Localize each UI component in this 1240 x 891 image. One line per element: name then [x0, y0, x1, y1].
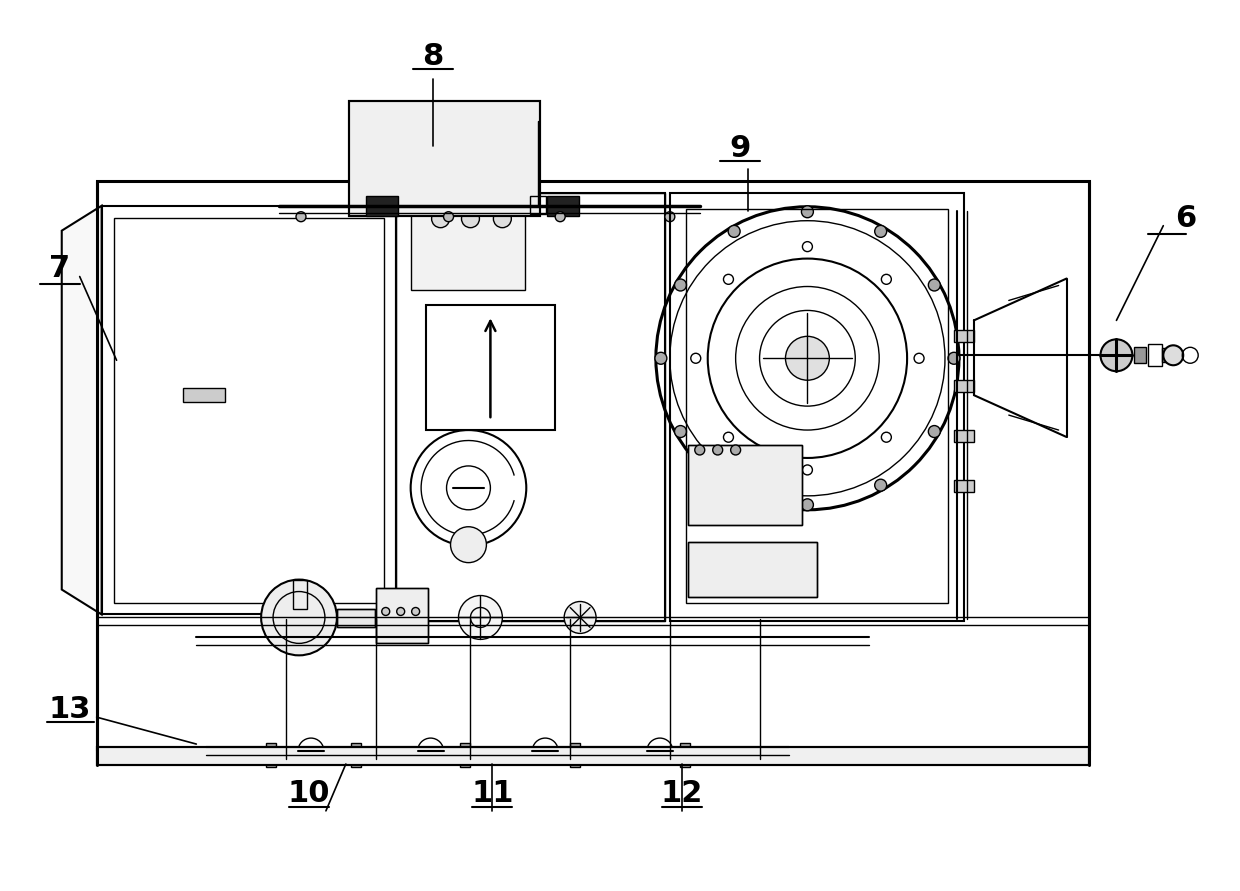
Bar: [97, 747, 1089, 765]
Circle shape: [874, 479, 887, 491]
Text: 12: 12: [661, 780, 703, 808]
Circle shape: [1100, 339, 1132, 372]
Text: 13: 13: [48, 695, 91, 723]
Bar: [396, 192, 665, 621]
Circle shape: [801, 206, 813, 217]
Bar: [267, 743, 277, 767]
Circle shape: [785, 336, 830, 380]
Bar: [396, 192, 665, 621]
Bar: [410, 211, 526, 290]
Bar: [114, 217, 383, 602]
Bar: [337, 609, 374, 627]
Bar: [680, 743, 689, 767]
Bar: [688, 542, 817, 597]
Circle shape: [556, 212, 565, 222]
Bar: [102, 206, 396, 615]
Circle shape: [675, 426, 687, 437]
Bar: [184, 388, 226, 402]
Circle shape: [418, 738, 444, 764]
Circle shape: [444, 212, 454, 222]
Circle shape: [713, 445, 723, 455]
Circle shape: [728, 225, 740, 237]
Bar: [366, 196, 398, 216]
Circle shape: [298, 738, 324, 764]
Circle shape: [730, 445, 740, 455]
Bar: [1148, 344, 1162, 366]
Circle shape: [728, 479, 740, 491]
Circle shape: [564, 601, 596, 634]
Circle shape: [665, 212, 675, 222]
Bar: [570, 743, 580, 767]
Bar: [954, 480, 973, 492]
Bar: [1135, 347, 1146, 364]
Bar: [337, 609, 374, 627]
Circle shape: [675, 279, 687, 291]
Circle shape: [459, 595, 502, 640]
Circle shape: [296, 212, 306, 222]
Text: 6: 6: [1176, 204, 1197, 233]
Circle shape: [947, 352, 960, 364]
Bar: [954, 380, 973, 392]
Bar: [97, 181, 1089, 749]
Bar: [351, 743, 361, 767]
Bar: [688, 542, 817, 597]
Bar: [97, 747, 1089, 765]
Bar: [688, 445, 802, 525]
Circle shape: [694, 445, 704, 455]
Circle shape: [801, 499, 813, 511]
Circle shape: [1163, 346, 1183, 365]
Circle shape: [655, 352, 667, 364]
Bar: [547, 196, 579, 216]
Bar: [376, 587, 428, 643]
Bar: [293, 579, 308, 609]
Circle shape: [450, 527, 486, 562]
Text: 7: 7: [50, 254, 71, 283]
Bar: [425, 306, 556, 430]
Bar: [531, 196, 547, 214]
Circle shape: [412, 608, 419, 616]
Circle shape: [494, 209, 511, 228]
Circle shape: [929, 426, 940, 437]
Circle shape: [262, 579, 337, 656]
Bar: [348, 101, 541, 216]
Text: 11: 11: [471, 780, 513, 808]
Bar: [670, 192, 963, 621]
Bar: [688, 445, 802, 525]
Text: 10: 10: [288, 780, 330, 808]
Circle shape: [929, 279, 940, 291]
Text: 8: 8: [422, 42, 443, 70]
Bar: [954, 430, 973, 442]
Bar: [1162, 348, 1172, 363]
Circle shape: [874, 225, 887, 237]
Bar: [348, 101, 541, 216]
Bar: [686, 208, 947, 602]
Circle shape: [461, 209, 480, 228]
Circle shape: [432, 209, 450, 228]
Circle shape: [382, 608, 389, 616]
Circle shape: [532, 738, 558, 764]
Bar: [954, 331, 973, 342]
Bar: [376, 587, 428, 643]
Circle shape: [647, 738, 673, 764]
Text: 9: 9: [729, 135, 750, 163]
Bar: [460, 743, 470, 767]
Circle shape: [397, 608, 404, 616]
Polygon shape: [62, 206, 102, 615]
